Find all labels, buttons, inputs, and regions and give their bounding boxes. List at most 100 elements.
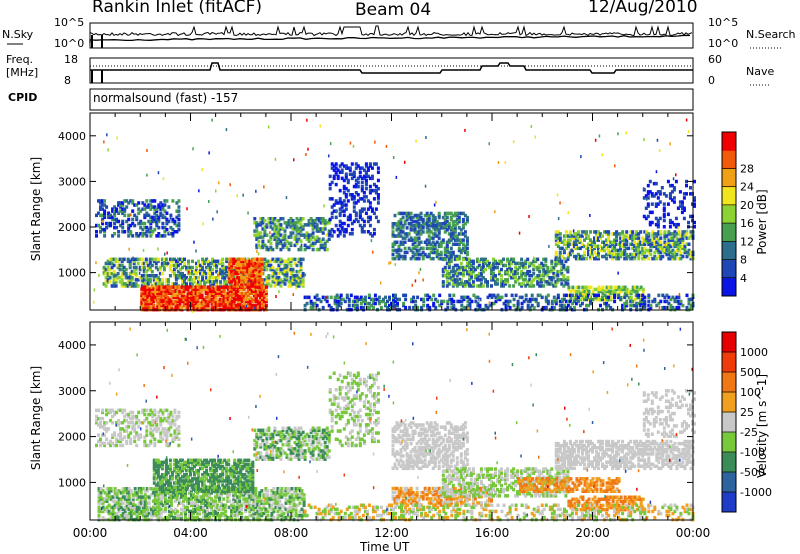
power-panel-cell [116, 276, 120, 280]
power-panel-cell [103, 234, 107, 238]
power-panel-cell [144, 257, 148, 262]
power-panel-cell [421, 226, 425, 230]
power-panel-cell [372, 250, 374, 254]
power-panel-cell [141, 207, 145, 211]
power-panel-cell [250, 284, 254, 288]
power-panel-cell [190, 305, 194, 310]
power-panel-cell [477, 274, 481, 278]
power-panel-cell [176, 276, 180, 280]
power-panel-cell [315, 229, 319, 233]
power-panel-cell [449, 236, 453, 240]
power-panel-cell [297, 231, 301, 235]
power-panel-cell [271, 233, 275, 237]
velocity-panel-cell [137, 435, 141, 439]
power-panel-cell [637, 250, 641, 255]
power-panel-cell [682, 206, 686, 210]
power-panel-cell [654, 202, 658, 206]
power-panel-cell [627, 254, 631, 259]
power-panel-cell [181, 257, 184, 262]
power-panel-cell [301, 278, 305, 282]
power-panel-cell [321, 227, 325, 231]
power-panel-cell [149, 225, 153, 230]
power-panel-cell [643, 138, 645, 142]
power-panel-cell [564, 282, 568, 286]
power-panel-cell [459, 250, 463, 255]
power-panel-cell [453, 234, 457, 238]
power-panel-cell [457, 246, 461, 251]
power-panel-cell [217, 273, 219, 277]
power-panel-cell [554, 259, 558, 264]
power-panel-cell [297, 221, 301, 225]
power-panel-cell [174, 282, 178, 286]
power-panel-cell [141, 227, 145, 232]
power-panel-cell [329, 305, 333, 310]
power-panel-cell [459, 232, 463, 236]
power-panel-cell [469, 263, 473, 268]
power-panel-cell [538, 280, 542, 284]
power-panel-cell [185, 267, 188, 272]
power-panel-cell [542, 284, 546, 288]
power-panel-cell [538, 263, 542, 268]
power-panel-cell [281, 237, 285, 241]
power-panel-cell [504, 303, 508, 308]
power-panel-cell [242, 271, 246, 276]
power-panel-cell [178, 299, 182, 304]
power-panel-cell [106, 133, 108, 137]
velocity-panel-cell [99, 509, 103, 514]
power-panel-cell [683, 248, 687, 253]
velocity-panel-cell [151, 499, 155, 503]
power-panel-cell [265, 263, 269, 268]
power-panel-cell [391, 232, 395, 236]
power-panel-cell [417, 232, 421, 236]
velocity-panel-cell [145, 433, 149, 437]
power-panel-cell [176, 259, 180, 264]
power-panel-cell [368, 232, 372, 236]
velocity-panel-cell [107, 491, 111, 495]
power-panel-cell [253, 271, 257, 276]
power-panel-cell [484, 267, 487, 272]
power-panel-cell [536, 276, 540, 280]
power-panel-cell [675, 244, 679, 249]
power-panel-cell [374, 191, 378, 195]
power-panel-cell [464, 305, 468, 310]
power-panel-cell [631, 256, 635, 261]
power-panel-cell [498, 271, 501, 276]
power-panel-cell [311, 247, 315, 252]
power-panel-cell [228, 265, 232, 270]
power-panel-cell [217, 259, 221, 264]
power-panel-cell [352, 219, 356, 224]
power-panel-cell [362, 176, 366, 181]
power-panel-cell [362, 219, 366, 224]
power-panel-cell [558, 259, 562, 264]
power-panel-cell [445, 276, 449, 280]
power-panel-cell [362, 191, 366, 195]
power-panel-cell [338, 230, 342, 234]
power-panel-cell [405, 250, 409, 255]
power-panel-cell [291, 227, 295, 231]
power-panel-cell [615, 242, 619, 246]
power-panel-cell [656, 222, 660, 227]
power-panel-cell [175, 259, 177, 263]
power-panel-cell [338, 188, 342, 193]
power-panel-cell [611, 232, 615, 236]
power-panel-cell [360, 209, 364, 213]
power-panel-cell [465, 238, 469, 242]
power-panel-cell [295, 276, 299, 280]
power-panel-cell [121, 219, 125, 224]
power-panel-cell [653, 240, 657, 244]
power-panel-cell [629, 299, 633, 304]
power-panel-cell [199, 280, 202, 284]
power-panel-cell [205, 271, 209, 276]
power-panel-cell [635, 244, 639, 249]
power-panel-cell [613, 299, 617, 304]
power-panel-cell [625, 287, 629, 292]
power-panel-cell [457, 232, 461, 236]
power-panel-cell [441, 282, 445, 286]
power-panel-cell [193, 276, 196, 280]
power-panel-cell [344, 186, 348, 191]
power-panel-cell [397, 248, 401, 253]
power-panel-cell [277, 219, 281, 223]
power-panel-cell [370, 166, 374, 170]
power-panel-cell [363, 295, 367, 300]
power-panel-cell [196, 303, 200, 308]
